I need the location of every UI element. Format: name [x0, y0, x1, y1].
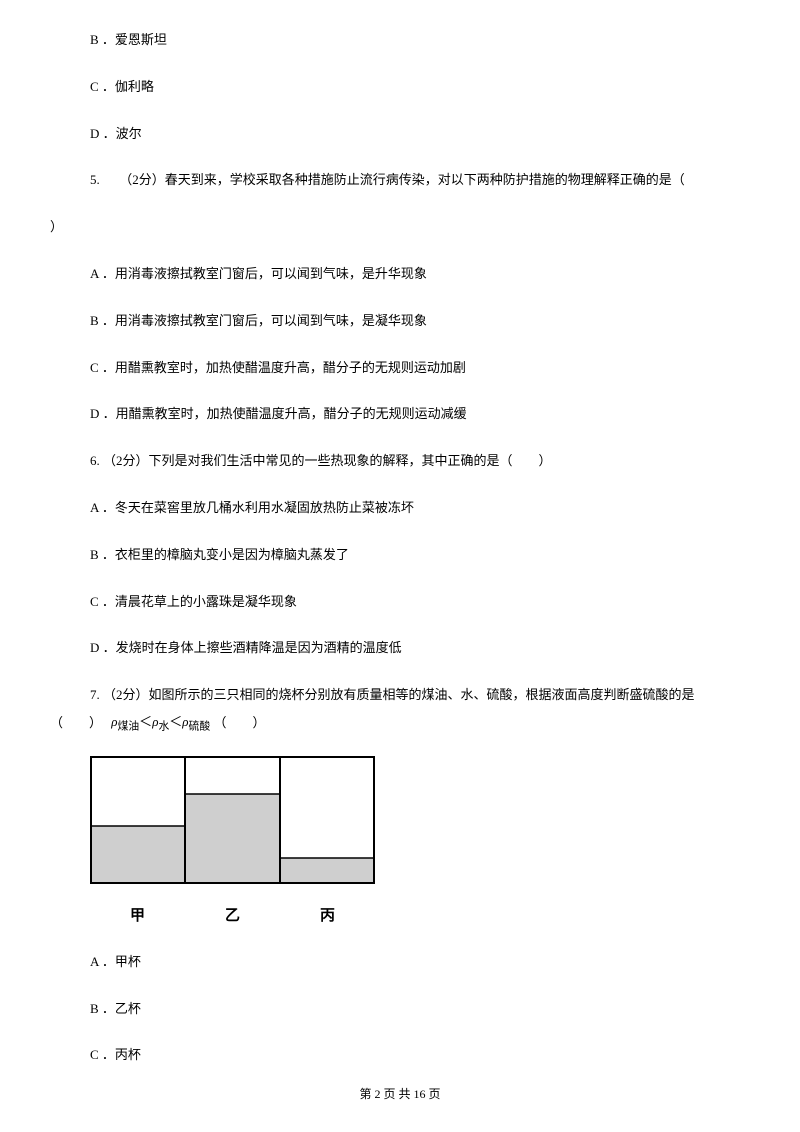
q7-option-a: A ．甲杯 — [90, 952, 750, 973]
q5-option-d: D ．用醋熏教室时，加热使醋温度升高，醋分子的无规则运动减缓 — [90, 404, 750, 425]
q4-option-c: C ．伽利略 — [90, 77, 750, 98]
lt-1: ＜ — [139, 714, 152, 729]
lt-2: ＜ — [169, 714, 182, 729]
rho-sub-2: 水 — [158, 721, 169, 733]
page-footer: 第 2 页 共 16 页 — [0, 1085, 800, 1104]
q5-option-b: B ．用消毒液擦拭教室门窗后，可以闻到气味，是凝华现象 — [90, 311, 750, 332]
q7-option-c: C ．丙杯 — [90, 1045, 750, 1066]
q5-option-c: C ．用醋熏教室时，加热使醋温度升高，醋分子的无规则运动加剧 — [90, 358, 750, 379]
q7-line2: （ ） ρ煤油＜ρ水＜ρ硫酸 （ ） — [50, 712, 750, 736]
rho-sub-1: 煤油 — [118, 721, 140, 733]
q7-option-b: B ．乙杯 — [90, 999, 750, 1020]
density-inequality: ρ煤油＜ρ水＜ρ硫酸 — [111, 712, 210, 736]
label-yi: 乙 — [185, 904, 280, 928]
q4-option-d: D ．波尔 — [90, 124, 750, 145]
q7-close-paren: （ ） — [213, 715, 265, 730]
q5-option-a: A ．用消毒液擦拭教室门窗后，可以闻到气味，是升华现象 — [90, 264, 750, 285]
q7-open-paren: （ ） — [50, 715, 102, 730]
q7-stem: 7. （2分）如图所示的三只相同的烧杯分别放有质量相等的煤油、水、硫酸，根据液面… — [90, 685, 750, 706]
q6-option-a: A ．冬天在菜窖里放几桶水利用水凝固放热防止菜被冻坏 — [90, 498, 750, 519]
beaker-labels: 甲 乙 丙 — [90, 904, 750, 928]
q6-stem: 6. （2分）下列是对我们生活中常见的一些热现象的解释，其中正确的是（ ） — [90, 451, 750, 472]
label-jia: 甲 — [90, 904, 185, 928]
q6-option-d: D ．发烧时在身体上擦些酒精降温是因为酒精的温度低 — [90, 638, 750, 659]
q6-option-b: B ．衣柜里的樟脑丸变小是因为樟脑丸蒸发了 — [90, 545, 750, 566]
rho-sub-3: 硫酸 — [189, 721, 211, 733]
q5-close-paren: ） — [50, 217, 750, 238]
q4-option-b: B ．爱恩斯坦 — [90, 30, 750, 51]
q6-option-c: C ．清晨花草上的小露珠是凝华现象 — [90, 592, 750, 613]
label-bing: 丙 — [280, 904, 375, 928]
q5-stem: 5. （2分）春天到来，学校采取各种措施防止流行病传染，对以下两种防护措施的物理… — [90, 170, 750, 191]
beaker-diagram — [90, 756, 375, 884]
